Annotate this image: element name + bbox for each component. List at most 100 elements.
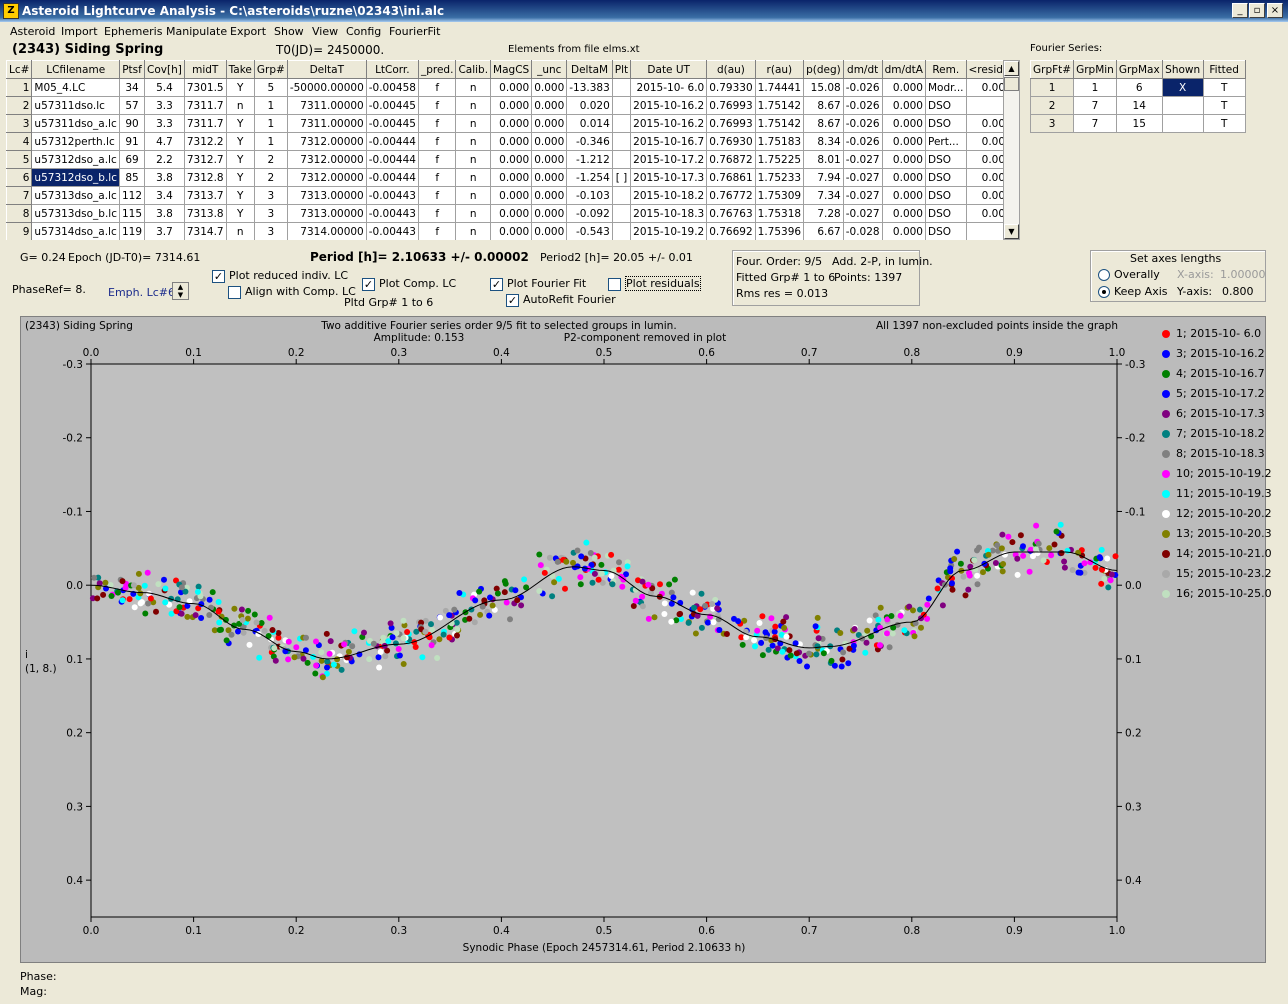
row-number[interactable]: 3 (6, 114, 33, 133)
overally-radio[interactable]: Overally (1098, 268, 1160, 281)
table-cell[interactable]: 0.000 (881, 78, 926, 97)
table-row[interactable]: 4 u57312perth.lc 91 4.7 7312.2 Y 1 7312.00000 -0… (6, 132, 1003, 151)
column-header[interactable]: <resid> (965, 60, 1003, 79)
table-cell[interactable]: DSO (924, 150, 967, 169)
table-cell[interactable]: 1 (253, 96, 288, 115)
column-header[interactable]: Take (225, 60, 255, 79)
table-cell[interactable]: 3 (253, 204, 288, 223)
table-cell[interactable]: 0.000 (490, 114, 533, 133)
table-cell[interactable]: 7312.00000 (286, 168, 367, 187)
table-cell[interactable]: n (455, 168, 492, 187)
table-cell[interactable]: DSO (924, 186, 967, 205)
table-cell[interactable] (965, 96, 1003, 115)
table-cell[interactable]: 8.67 (803, 114, 844, 133)
row-number[interactable]: 8 (6, 204, 33, 223)
fourier-cell[interactable]: 6 (1115, 78, 1163, 97)
table-cell[interactable]: 7313.00000 (286, 204, 367, 223)
table-cell[interactable]: 119 (118, 222, 146, 240)
table-cell[interactable]: f (417, 78, 457, 97)
table-cell[interactable]: 7311.7 (183, 114, 227, 133)
table-cell[interactable]: u57314dso_a.lc (31, 222, 120, 240)
fourier-cell[interactable]: 3 (1029, 114, 1075, 133)
table-cell[interactable]: 0.76772 (706, 186, 756, 205)
table-cell[interactable]: 85 (118, 168, 146, 187)
table-cell[interactable]: n (455, 114, 492, 133)
table-cell[interactable]: 2 (253, 168, 288, 187)
table-cell[interactable]: 7311.00000 (286, 96, 367, 115)
table-cell[interactable]: 0.76763 (706, 204, 756, 223)
column-header[interactable]: MagCS (490, 60, 533, 79)
table-row[interactable]: 1 M05_4.LC 34 5.4 7301.5 Y 5 -50000.00000 -0.004… (6, 78, 1003, 97)
table-cell[interactable]: -0.00444 (365, 168, 419, 187)
scroll-up-button[interactable]: ▲ (1004, 61, 1019, 76)
column-header[interactable]: p(deg) (803, 60, 844, 79)
table-cell[interactable]: 1.74441 (754, 78, 805, 97)
xaxis-value[interactable]: 1.00000 (1220, 268, 1266, 281)
table-cell[interactable] (611, 96, 632, 115)
table-cell[interactable]: -0.026 (842, 96, 883, 115)
table-cell[interactable]: 7314.7 (183, 222, 227, 240)
table-cell[interactable]: 112 (118, 186, 146, 205)
table-cell[interactable]: DSO (924, 168, 967, 187)
table-cell[interactable]: n (455, 78, 492, 97)
table-cell[interactable]: Y (225, 114, 255, 133)
align-comp-checkbox[interactable]: Align with Comp. LC (228, 285, 356, 299)
fourier-cell[interactable]: T (1202, 114, 1246, 133)
table-cell[interactable]: 3 (253, 186, 288, 205)
table-cell[interactable]: 0.76993 (706, 114, 756, 133)
table-cell[interactable]: Y (225, 168, 255, 187)
table-cell[interactable]: u57312perth.lc (31, 132, 120, 151)
table-cell[interactable]: 1.75225 (754, 150, 805, 169)
plot-residuals-checkbox[interactable]: Plot residuals (608, 276, 701, 291)
table-cell[interactable]: 91 (118, 132, 146, 151)
table-cell[interactable]: 6.67 (803, 222, 844, 240)
table-cell[interactable] (611, 114, 632, 133)
table-cell[interactable]: 7313.8 (183, 204, 227, 223)
table-cell[interactable]: 7312.00000 (286, 150, 367, 169)
table-cell[interactable]: -0.028 (842, 222, 883, 240)
table-cell[interactable]: -0.103 (566, 186, 613, 205)
column-header[interactable]: Date UT (630, 60, 708, 79)
table-cell[interactable]: 5 (253, 78, 288, 97)
table-cell[interactable]: Y (225, 204, 255, 223)
table-cell[interactable]: Pert... (924, 132, 967, 151)
table-cell[interactable]: n (455, 132, 492, 151)
table-cell[interactable]: f (417, 168, 457, 187)
table-cell[interactable]: 2015-10-16.7 (630, 132, 708, 151)
table-cell[interactable]: 0.014 (566, 114, 613, 133)
table-cell[interactable]: 7312.8 (183, 168, 227, 187)
table-cell[interactable]: 3.8 (144, 204, 185, 223)
table-cell[interactable]: 3.7 (144, 222, 185, 240)
table-cell[interactable]: 0.000 (490, 150, 533, 169)
table-cell[interactable]: 0.000 (881, 168, 926, 187)
table-cell[interactable]: 34 (118, 78, 146, 97)
table-cell[interactable]: 1.75318 (754, 204, 805, 223)
table-cell[interactable]: n (455, 204, 492, 223)
table-cell[interactable]: 0.000 (490, 96, 533, 115)
table-cell[interactable]: u57311dso.lc (31, 96, 120, 115)
fourier-column-header[interactable]: GrpMax (1115, 60, 1163, 79)
table-cell[interactable]: 8.34 (803, 132, 844, 151)
table-cell[interactable]: Modr... (924, 78, 967, 97)
table-cell[interactable]: 7313.7 (183, 186, 227, 205)
row-number[interactable]: 6 (6, 168, 33, 187)
table-cell[interactable]: 2 (253, 150, 288, 169)
table-cell[interactable]: 1.75233 (754, 168, 805, 187)
table-cell[interactable]: Y (225, 132, 255, 151)
table-cell[interactable]: 0.000 (531, 168, 568, 187)
table-cell[interactable]: 7311.00000 (286, 114, 367, 133)
fourier-column-header[interactable]: GrpFt# (1029, 60, 1075, 79)
table-cell[interactable] (611, 204, 632, 223)
row-number[interactable]: 9 (6, 222, 33, 240)
table-cell[interactable]: 2015-10-19.2 (630, 222, 708, 240)
table-cell[interactable]: DSO (924, 204, 967, 223)
plot-comp-checkbox[interactable]: ✓ Plot Comp. LC (362, 277, 457, 291)
table-cell[interactable]: u57312dso_b.lc (31, 168, 120, 187)
menu-config[interactable]: Config (346, 25, 382, 38)
table-cell[interactable]: 2015-10- 6.0 (630, 78, 708, 97)
table-cell[interactable]: 0.020 (566, 96, 613, 115)
table-cell[interactable]: 8.67 (803, 96, 844, 115)
table-cell[interactable]: 7312.7 (183, 150, 227, 169)
row-number[interactable]: 5 (6, 150, 33, 169)
